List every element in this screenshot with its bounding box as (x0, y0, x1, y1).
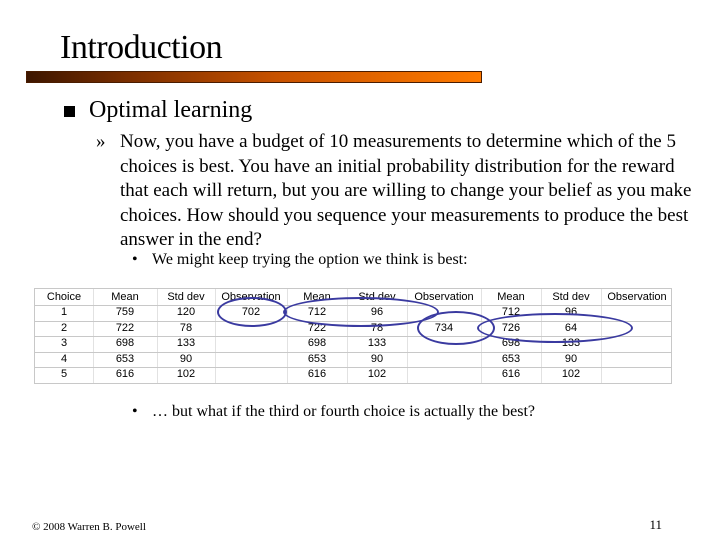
table-cell: 722 (115, 321, 135, 334)
table-cell: 78 (370, 321, 384, 334)
table-cell: 5 (60, 368, 68, 380)
table-column-divider (287, 289, 288, 383)
table-cell: 133 (367, 337, 387, 350)
double-chevron-icon: » (96, 131, 106, 152)
table-cell: 2 (60, 321, 68, 334)
table-header-cell: Mean (111, 291, 139, 303)
table-row-divider (35, 320, 671, 322)
table-cell: 3 (60, 337, 68, 350)
copyright-footer: © 2008 Warren B. Powell (32, 521, 146, 533)
table-row-divider (35, 305, 671, 307)
table-cell: 133 (176, 337, 196, 350)
page-number: 11 (649, 517, 662, 532)
bullet-optimal-learning: Optimal learning (64, 96, 252, 124)
table-cell: 712 (501, 306, 521, 319)
table-row-divider (35, 351, 671, 353)
table-column-divider (601, 289, 602, 383)
table-column-divider (541, 289, 542, 383)
table-cell (407, 352, 481, 367)
table-column-divider (215, 289, 216, 383)
table-cell: 698 (307, 337, 327, 350)
table-column-divider (157, 289, 158, 383)
table-cell: 653 (307, 352, 327, 365)
table-cell: 96 (564, 306, 578, 319)
table-cell: 653 (501, 352, 521, 365)
table-column-divider (347, 289, 348, 383)
table-cell: 120 (176, 306, 196, 319)
table-cell (601, 352, 673, 367)
table-header-cell: Std dev (552, 291, 590, 303)
bullet-dot-icon: • (132, 403, 138, 420)
table-cell: 78 (179, 321, 193, 334)
table-cell: 734 (434, 321, 454, 334)
table-cell: 616 (115, 368, 135, 380)
table-cell (407, 367, 481, 382)
title-underline-bar (26, 71, 482, 83)
table-header-cell: Mean (497, 291, 525, 303)
table-cell: 616 (307, 368, 327, 380)
table-header-cell: Mean (303, 291, 331, 303)
table-header-cell: Observation (607, 291, 667, 303)
bullet-dot-icon: • (132, 251, 138, 268)
table-cell: 90 (179, 352, 193, 365)
point-text: … but what if the third or fourth choice… (152, 403, 535, 420)
table-cell: 653 (115, 352, 135, 365)
table-cell: 90 (564, 352, 578, 365)
table-cell: 702 (241, 306, 261, 319)
table-row-divider (35, 336, 671, 338)
table-cell: 616 (501, 368, 521, 380)
table-header-cell: Choice (46, 291, 82, 303)
table-cell (601, 336, 673, 351)
point-text: We might keep trying the option we think… (152, 251, 468, 268)
table-cell: 698 (115, 337, 135, 350)
sub-bullet: » Now, you have a budget of 10 measureme… (96, 130, 696, 253)
bullet-text: Optimal learning (89, 97, 253, 123)
table-cell (215, 321, 287, 336)
table-cell: 712 (307, 306, 327, 319)
square-bullet-icon (64, 105, 75, 117)
table-column-divider (407, 289, 408, 383)
table-cell: 96 (370, 306, 384, 319)
table-cell: 64 (564, 321, 578, 334)
slide-title: Introduction (60, 29, 223, 66)
table-cell (215, 367, 287, 382)
table-column-divider (93, 289, 94, 383)
table-cell: 102 (176, 368, 196, 380)
table-cell: 726 (501, 321, 521, 334)
table-cell: 102 (367, 368, 387, 380)
table-cell (601, 367, 673, 382)
table-header-cell: Observation (221, 291, 281, 303)
table-header-cell: Std dev (358, 291, 396, 303)
measurement-table: Choice Mean Std dev Observation Mean Std dev O… (34, 288, 672, 384)
table-cell: 90 (370, 352, 384, 365)
table-cell (215, 352, 287, 367)
table-cell: 4 (60, 352, 68, 365)
table-cell: 759 (115, 306, 135, 319)
table-cell: 133 (561, 337, 581, 350)
table-cell (601, 305, 673, 320)
table-cell: 722 (307, 321, 327, 334)
table-cell (601, 321, 673, 336)
table-cell (215, 336, 287, 351)
point-what-if: • … but what if the third or fourth choi… (132, 402, 535, 422)
table-cell (407, 336, 481, 351)
table-header-cell: Observation (414, 291, 474, 303)
sub-bullet-paragraph: Now, you have a budget of 10 measurement… (120, 131, 692, 250)
table-row-divider (35, 367, 671, 368)
table-cell: 102 (561, 368, 581, 380)
table-cell: 698 (501, 337, 521, 350)
table-cell (407, 305, 481, 320)
table-header-cell: Std dev (167, 291, 205, 303)
table-column-divider (481, 289, 482, 383)
point-keep-trying: • We might keep trying the option we thi… (132, 250, 468, 270)
table-cell: 1 (60, 306, 68, 319)
